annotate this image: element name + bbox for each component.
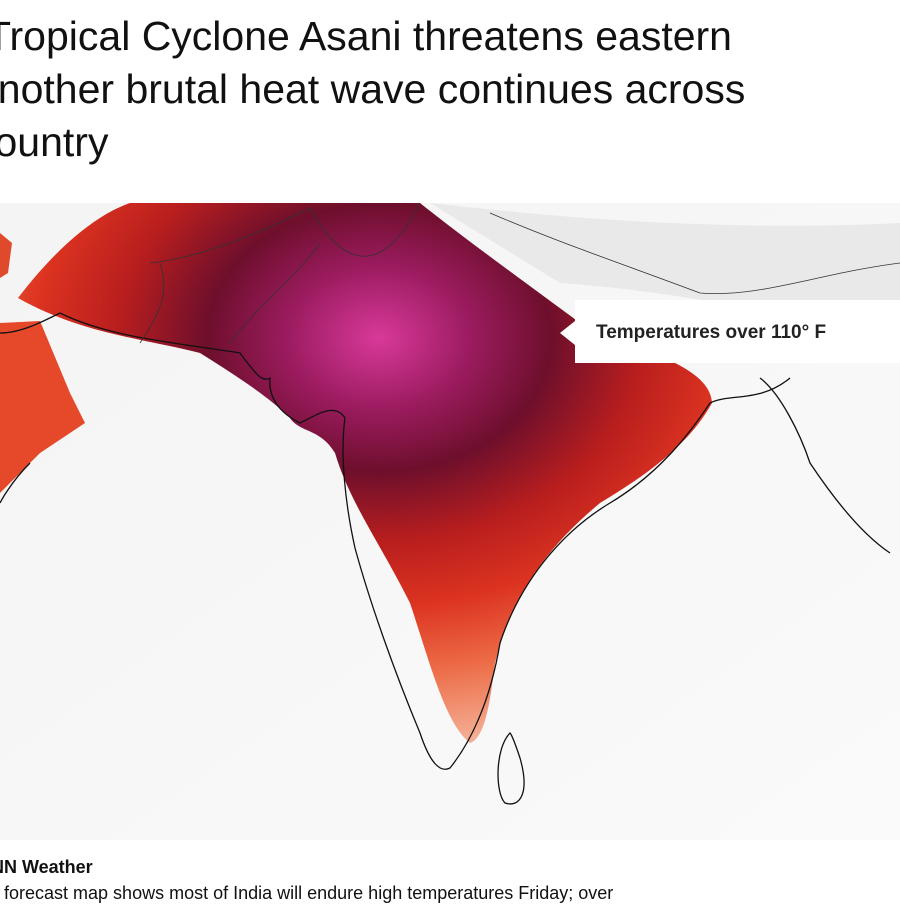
forecast-map: Temperatures over 110° F <box>0 203 900 840</box>
heat-region <box>0 233 12 278</box>
borders <box>139 203 900 344</box>
headline-line: another brutal heat wave continues acros… <box>0 66 746 112</box>
callout-label: Temperatures over 110° F <box>596 322 826 343</box>
map-callout: Temperatures over 110° F <box>560 300 900 363</box>
heat-region <box>0 321 85 493</box>
headline-line: Tropical Cyclone Asani threatens eastern <box>0 13 732 59</box>
headline-line: country <box>0 119 109 165</box>
callout-box <box>560 300 900 363</box>
photo-credit: CNN Weather <box>0 857 93 877</box>
coastline <box>0 312 891 805</box>
photo-caption: A forecast map shows most of India will … <box>0 883 614 903</box>
heat-region <box>18 203 712 743</box>
